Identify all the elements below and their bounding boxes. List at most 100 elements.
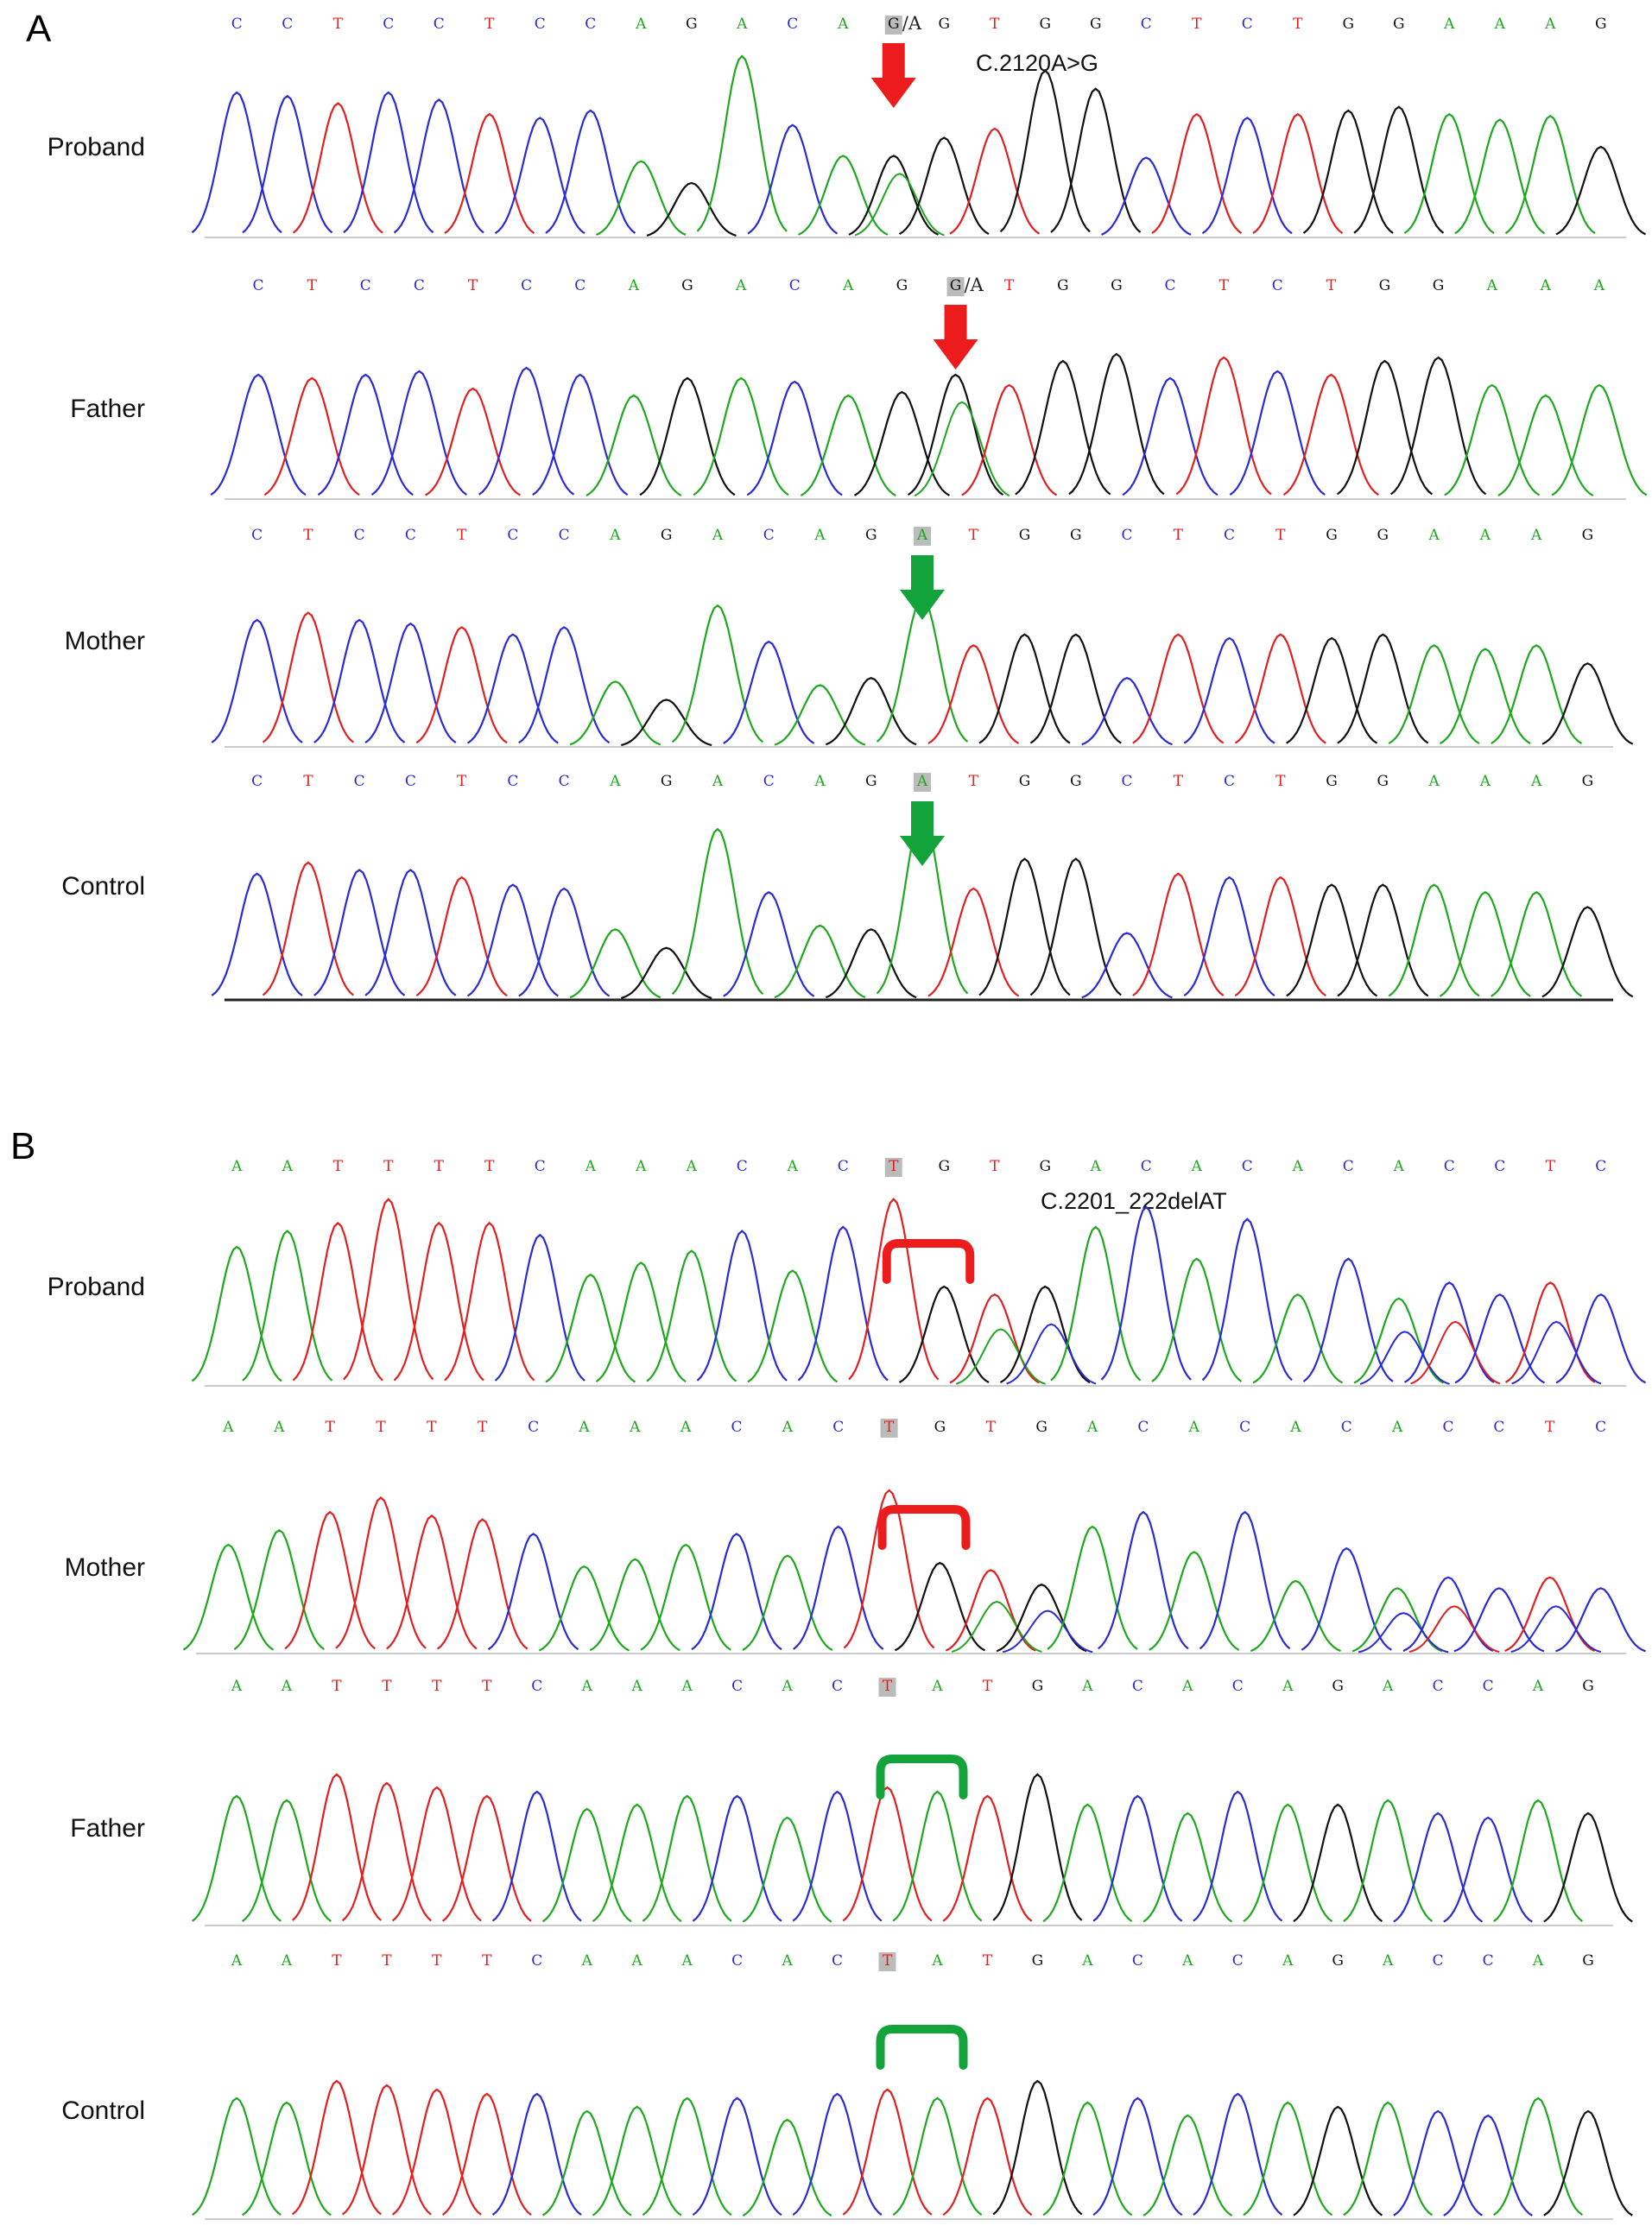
base-call: A bbox=[681, 1678, 693, 1695]
base-call: A bbox=[1443, 16, 1455, 33]
peak-A bbox=[742, 1554, 833, 1652]
base-call: C bbox=[405, 773, 416, 790]
highlighted-base-box bbox=[914, 773, 931, 792]
sample-label-control: Control bbox=[61, 872, 145, 901]
base-call: A bbox=[1081, 1678, 1093, 1695]
deletion-bracket bbox=[877, 1505, 971, 1550]
peak-A bbox=[595, 1262, 687, 1382]
peak-T bbox=[393, 1221, 484, 1382]
base-call: G bbox=[938, 1158, 950, 1175]
peak-C bbox=[691, 1533, 782, 1651]
base-call: T bbox=[325, 1419, 335, 1436]
base-call: C bbox=[354, 773, 365, 790]
peak-C bbox=[692, 1794, 782, 1922]
peak-T bbox=[341, 1781, 432, 1922]
peak-A bbox=[1551, 383, 1648, 496]
peak-C bbox=[1081, 932, 1173, 999]
peak-C bbox=[491, 1790, 582, 1922]
peak-C bbox=[696, 1230, 788, 1382]
base-call: G bbox=[1019, 527, 1031, 544]
base-call: A bbox=[578, 1419, 590, 1436]
peak-A bbox=[1439, 891, 1531, 997]
base-call: T bbox=[376, 1419, 386, 1436]
base-call: A bbox=[1479, 773, 1491, 790]
base-call: A bbox=[282, 1158, 294, 1175]
base-call: T bbox=[303, 773, 313, 790]
peak-G bbox=[646, 181, 737, 237]
base-call: C bbox=[1272, 277, 1283, 294]
peak-T bbox=[415, 626, 508, 744]
peak-A bbox=[642, 1794, 732, 1922]
base-call: G bbox=[1582, 1678, 1594, 1695]
peak-T bbox=[1234, 876, 1326, 997]
peak-G bbox=[907, 373, 1004, 496]
base-call: A bbox=[1086, 1419, 1098, 1436]
base-call: G bbox=[865, 527, 877, 544]
base-call: A bbox=[681, 1952, 693, 1970]
peak-A bbox=[1353, 1297, 1445, 1384]
base-call: T bbox=[434, 1158, 445, 1175]
deletion-bracket bbox=[876, 1755, 968, 1799]
peak-A bbox=[774, 684, 866, 746]
panel-letter: B bbox=[10, 1125, 35, 1167]
peak-A bbox=[1149, 1551, 1240, 1651]
base-call: A bbox=[1289, 1419, 1301, 1436]
highlighted-base-box bbox=[884, 16, 902, 35]
peak-A bbox=[1047, 1525, 1138, 1650]
peak-A bbox=[640, 1543, 731, 1651]
peak-C bbox=[1092, 2096, 1183, 2217]
base-call: T bbox=[969, 773, 979, 790]
base-call: A bbox=[635, 16, 647, 33]
peak-G bbox=[1336, 359, 1434, 496]
base-call: T bbox=[382, 1678, 392, 1695]
base-call: T bbox=[484, 16, 495, 33]
base-call: C bbox=[1242, 1158, 1253, 1175]
peak-T bbox=[1282, 373, 1379, 496]
base-call: C bbox=[531, 1952, 542, 1970]
base-call: A bbox=[782, 1419, 794, 1436]
peak-G bbox=[1541, 662, 1634, 745]
peak-T bbox=[949, 127, 1041, 235]
peak-C bbox=[1403, 1281, 1495, 1383]
peak-C bbox=[1183, 876, 1275, 997]
base-call: T bbox=[1192, 16, 1202, 33]
base-call: C bbox=[1444, 1158, 1455, 1175]
base-call: C bbox=[535, 16, 546, 33]
base-call: A bbox=[1486, 277, 1498, 294]
peak-T bbox=[942, 1794, 1033, 1922]
base-call: G bbox=[1342, 16, 1354, 33]
base-call: A bbox=[1090, 1158, 1102, 1175]
peak-C bbox=[1183, 636, 1275, 744]
base-call: A bbox=[581, 1952, 593, 1970]
peak-C bbox=[518, 887, 611, 997]
base-call: T bbox=[969, 527, 979, 544]
peak-A bbox=[1252, 1293, 1344, 1384]
peak-G bbox=[1555, 145, 1647, 236]
peak-A bbox=[1142, 2114, 1233, 2217]
base-call: C bbox=[731, 1419, 742, 1436]
peak-A bbox=[589, 1558, 680, 1652]
peak-G bbox=[1068, 352, 1165, 496]
peak-G bbox=[1543, 2109, 1633, 2217]
sample-label-control: Control bbox=[61, 2096, 145, 2125]
secondary-peak-C bbox=[1359, 1331, 1450, 1385]
peak-A bbox=[538, 1565, 630, 1652]
peak-T bbox=[961, 383, 1058, 496]
peak-A bbox=[569, 680, 661, 746]
peak-A bbox=[1142, 1812, 1233, 1923]
peak-A bbox=[892, 2096, 983, 2217]
peak-C bbox=[792, 1525, 884, 1650]
peak-C bbox=[1555, 1587, 1647, 1653]
peak-G bbox=[1337, 883, 1429, 997]
peak-A bbox=[191, 1245, 282, 1382]
base-call: T bbox=[432, 1678, 442, 1695]
base-call: T bbox=[1004, 277, 1015, 294]
base-call: G bbox=[661, 527, 673, 544]
base-call: C bbox=[1494, 1158, 1505, 1175]
peak-C bbox=[1100, 156, 1192, 236]
peak-A bbox=[747, 1269, 839, 1383]
base-call: C bbox=[787, 16, 798, 33]
base-call: A bbox=[686, 1158, 698, 1175]
